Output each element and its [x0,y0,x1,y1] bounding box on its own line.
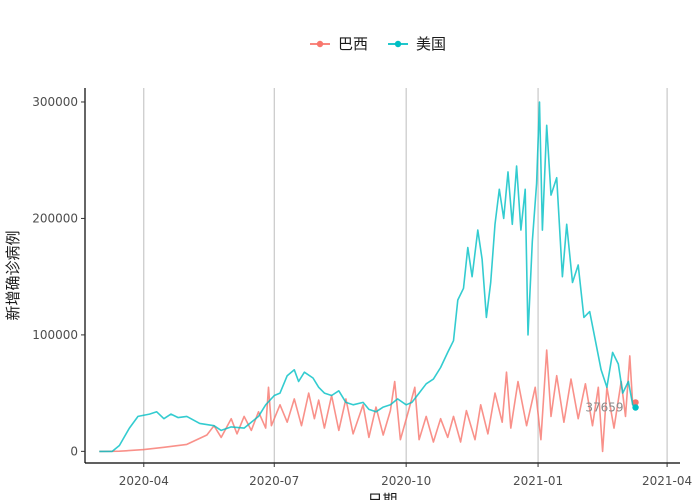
y-tick-label-2: 200000 [32,211,78,225]
y-tick-label-1: 100000 [32,328,78,342]
x-tick-label-2: 2020-10 [381,474,431,488]
legend-key-dot-0 [316,40,324,48]
legend: 巴西 美国 [310,35,446,53]
x-tick-label-3: 2021-01 [513,474,563,488]
legend-label-0: 巴西 [338,35,368,53]
end-value-label: 37659 [585,400,623,414]
series-line-1 [99,101,637,453]
series-lines: 37659 [99,101,639,453]
y-axis-title: 新增确诊病例 [4,230,22,320]
x-axis-title: 日期 [367,491,397,500]
series-line-0 [99,349,637,453]
x-tick-label-0: 2020-04 [119,474,169,488]
series-end-point-0 [632,399,639,406]
x-tick-label-1: 2020-07 [249,474,299,488]
legend-label-1: 美国 [416,35,446,53]
y-tick-label-3: 300000 [32,95,78,109]
y-tick-label-0: 0 [70,444,78,458]
series-end-point-1 [632,404,639,411]
x-tick-label-4: 2021-04 [642,474,692,488]
axes: 0 100000 200000 300000 2020-04 2020-07 2020-10… [32,88,692,488]
legend-key-dot-1 [394,40,402,48]
